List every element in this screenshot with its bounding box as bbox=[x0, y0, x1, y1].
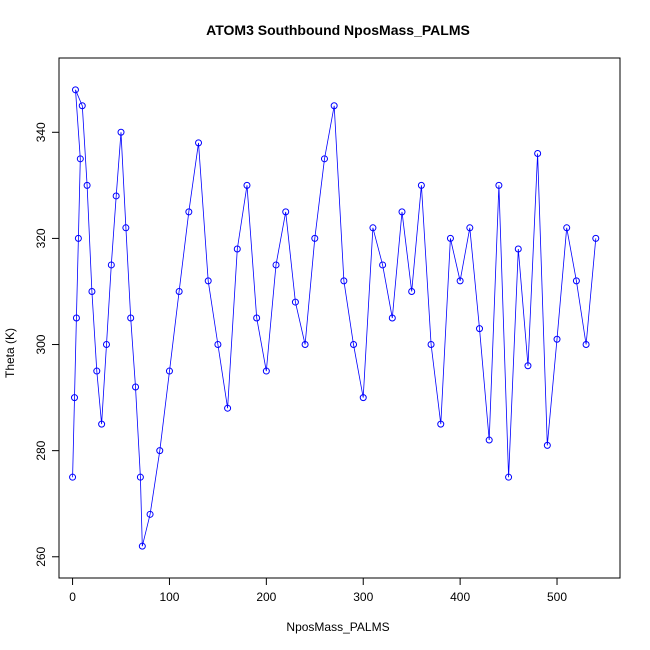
data-point bbox=[563, 224, 571, 232]
data-point bbox=[476, 325, 484, 333]
data-point bbox=[204, 277, 212, 285]
data-point bbox=[582, 341, 590, 349]
chart-title: ATOM3 Southbound NposMass_PALMS bbox=[206, 22, 470, 38]
plot-frame bbox=[58, 57, 621, 579]
data-point bbox=[514, 245, 522, 253]
data-point bbox=[88, 287, 96, 295]
data-point bbox=[495, 181, 503, 189]
data-point bbox=[311, 234, 319, 242]
y-tick-label: 340 bbox=[34, 122, 48, 142]
data-point bbox=[175, 287, 183, 295]
data-point bbox=[485, 436, 493, 444]
y-axis-label: Theta (K) bbox=[3, 328, 17, 378]
data-point bbox=[466, 224, 474, 232]
data-point bbox=[524, 362, 532, 370]
y-tick-label: 260 bbox=[34, 546, 48, 566]
data-point bbox=[253, 314, 261, 322]
x-tick-label: 300 bbox=[353, 590, 373, 604]
data-point bbox=[76, 155, 84, 163]
data-point bbox=[417, 181, 425, 189]
data-point bbox=[427, 341, 435, 349]
y-tick-label: 280 bbox=[34, 440, 48, 460]
data-point bbox=[195, 139, 203, 147]
data-point bbox=[446, 234, 454, 242]
data-point bbox=[136, 473, 144, 481]
data-point bbox=[572, 277, 580, 285]
data-point bbox=[505, 473, 513, 481]
data-point bbox=[543, 441, 551, 449]
data-point bbox=[243, 181, 251, 189]
data-point bbox=[102, 341, 110, 349]
data-point bbox=[320, 155, 328, 163]
data-point bbox=[146, 510, 154, 518]
data-point bbox=[156, 447, 164, 455]
data-point bbox=[224, 404, 232, 412]
x-tick-label: 500 bbox=[547, 590, 567, 604]
data-point bbox=[71, 394, 79, 402]
data-point bbox=[437, 420, 445, 428]
data-point bbox=[74, 234, 82, 242]
series-layer bbox=[69, 86, 600, 550]
data-point bbox=[185, 208, 193, 216]
data-point bbox=[98, 420, 106, 428]
data-point bbox=[138, 542, 146, 550]
data-point bbox=[71, 86, 79, 94]
data-point bbox=[93, 367, 101, 375]
x-axis-label: NposMass_PALMS bbox=[286, 620, 389, 634]
data-point bbox=[127, 314, 135, 322]
data-point bbox=[369, 224, 377, 232]
data-point bbox=[83, 181, 91, 189]
data-point bbox=[117, 128, 125, 136]
data-point bbox=[398, 208, 406, 216]
data-point bbox=[553, 335, 561, 343]
data-point bbox=[301, 341, 309, 349]
data-point bbox=[107, 261, 115, 269]
data-point bbox=[72, 314, 80, 322]
data-point bbox=[291, 298, 299, 306]
x-axis: 0 100 200 300 400 500 bbox=[69, 577, 567, 604]
data-point bbox=[132, 383, 140, 391]
data-point bbox=[112, 192, 120, 200]
data-point bbox=[214, 341, 222, 349]
y-axis: 260 280 300 320 340 bbox=[34, 122, 60, 567]
data-point bbox=[456, 277, 464, 285]
data-point bbox=[379, 261, 387, 269]
x-tick-label: 100 bbox=[159, 590, 179, 604]
data-point bbox=[330, 102, 338, 110]
x-tick-label: 200 bbox=[256, 590, 276, 604]
data-point bbox=[122, 224, 130, 232]
data-point bbox=[282, 208, 290, 216]
y-tick-label: 300 bbox=[34, 334, 48, 354]
data-point bbox=[388, 314, 396, 322]
data-point bbox=[69, 473, 77, 481]
x-tick-label: 400 bbox=[450, 590, 470, 604]
series-line bbox=[72, 89, 597, 547]
data-point bbox=[78, 102, 86, 110]
y-tick-label: 320 bbox=[34, 228, 48, 248]
x-tick-label: 0 bbox=[69, 590, 76, 604]
data-point bbox=[262, 367, 270, 375]
data-point bbox=[592, 234, 600, 242]
data-point bbox=[534, 150, 542, 158]
data-point bbox=[165, 367, 173, 375]
data-point bbox=[340, 277, 348, 285]
data-point bbox=[233, 245, 241, 253]
data-point bbox=[359, 394, 367, 402]
data-point bbox=[350, 341, 358, 349]
data-point bbox=[408, 287, 416, 295]
data-point bbox=[272, 261, 280, 269]
